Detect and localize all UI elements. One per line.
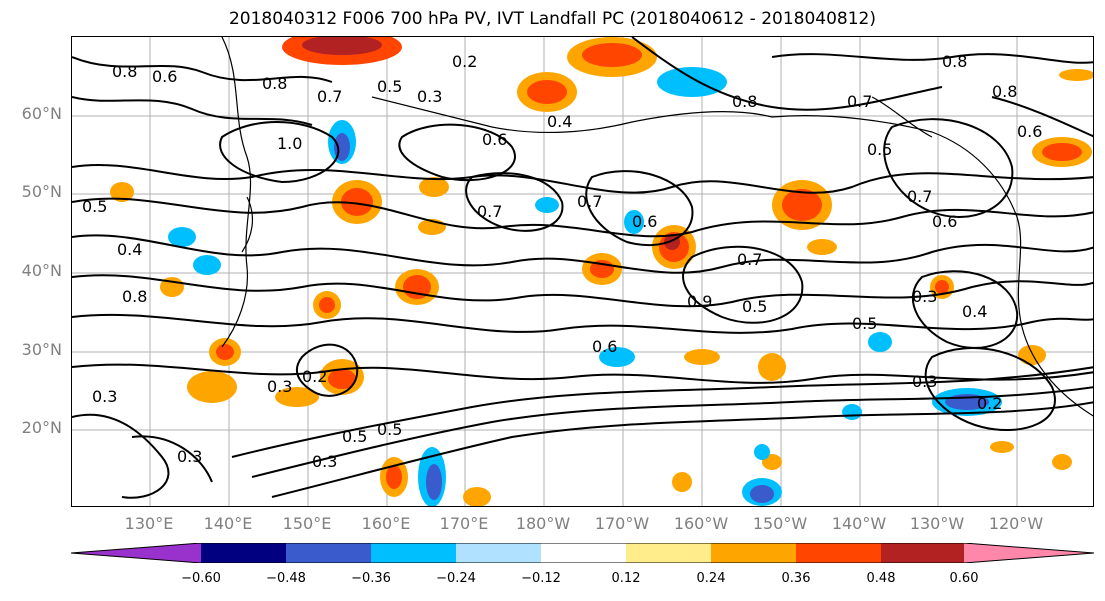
contour-label: 0.8 bbox=[992, 82, 1017, 101]
contour-label: 0.5 bbox=[852, 314, 877, 333]
contour-label: 0.6 bbox=[932, 212, 957, 231]
lat-label-20n: 20°N bbox=[21, 418, 62, 437]
contour-label: 0.5 bbox=[82, 197, 107, 216]
map-title: 2018040312 F006 700 hPa PV, IVT Landfall… bbox=[228, 9, 876, 29]
lon-label-150e: 150°E bbox=[282, 514, 332, 533]
contour-label: 0.7 bbox=[477, 202, 502, 221]
colorbar-tick: 0.60 bbox=[949, 571, 979, 586]
colorbar-tick: 0.24 bbox=[696, 571, 726, 586]
contour-label: 0.8 bbox=[262, 74, 287, 93]
contour-label: 0.4 bbox=[117, 240, 142, 259]
contour-label: 0.5 bbox=[342, 427, 367, 446]
colorbar-swatch bbox=[201, 543, 286, 563]
graticule bbox=[72, 37, 1093, 506]
contour-value-labels: 0.8 0.6 0.8 0.7 0.5 0.3 0.2 0.8 0.8 0.6 … bbox=[82, 52, 1042, 471]
contour-label: 0.3 bbox=[92, 387, 117, 406]
contour-label: 0.6 bbox=[592, 337, 617, 356]
lon-label-140w: 140°W bbox=[831, 514, 887, 533]
colorbar-swatch bbox=[71, 543, 201, 563]
contour-label: 0.2 bbox=[302, 367, 327, 386]
contour-label: 0.8 bbox=[112, 62, 137, 81]
colorbar-swatch bbox=[626, 543, 711, 563]
lon-label-170e: 170°E bbox=[439, 514, 489, 533]
contour-label: 0.3 bbox=[912, 372, 937, 391]
contour-label: 0.4 bbox=[962, 302, 987, 321]
lat-label-40n: 40°N bbox=[21, 261, 62, 280]
lon-label-160w: 160°W bbox=[673, 514, 729, 533]
colorbar-swatches bbox=[70, 542, 1095, 564]
map-plot-area: 0.8 0.6 0.8 0.7 0.5 0.3 0.2 0.8 0.8 0.6 … bbox=[71, 36, 1094, 507]
colorbar-swatch bbox=[964, 543, 1094, 563]
contour-label: 0.5 bbox=[377, 420, 402, 439]
contour-label: 0.3 bbox=[912, 287, 937, 306]
contour-label: 0.6 bbox=[482, 130, 507, 149]
contour-label: 0.3 bbox=[312, 452, 337, 471]
contour-label: 0.9 bbox=[687, 292, 712, 311]
lon-label-120w: 120°W bbox=[988, 514, 1044, 533]
lon-label-160e: 160°E bbox=[361, 514, 411, 533]
colorbar-swatch bbox=[541, 543, 626, 563]
colorbar-tick: −0.60 bbox=[181, 571, 221, 586]
colorbar-swatch bbox=[456, 543, 541, 563]
contour-label: 0.5 bbox=[867, 140, 892, 159]
contour-label: 0.8 bbox=[122, 287, 147, 306]
contour-label: 0.3 bbox=[177, 447, 202, 466]
coastlines bbox=[221, 37, 1093, 417]
lon-label-150w: 150°W bbox=[752, 514, 808, 533]
colorbar-tick: −0.48 bbox=[266, 571, 306, 586]
contour-label: 0.6 bbox=[1017, 122, 1042, 141]
colorbar bbox=[70, 542, 1095, 567]
contour-label: 0.8 bbox=[942, 52, 967, 71]
contour-label: 0.5 bbox=[377, 77, 402, 96]
colorbar-swatch bbox=[796, 543, 881, 563]
colorbar-tick: −0.36 bbox=[351, 571, 391, 586]
contour-label: 0.8 bbox=[732, 92, 757, 111]
colorbar-tick: 0.48 bbox=[866, 571, 896, 586]
contour-label: 0.2 bbox=[452, 52, 477, 71]
contour-label: 0.4 bbox=[547, 112, 572, 131]
contour-lines bbox=[72, 37, 1093, 499]
contour-label: 0.5 bbox=[742, 297, 767, 316]
colorbar-swatch bbox=[881, 543, 964, 563]
lon-label-140e: 140°E bbox=[203, 514, 253, 533]
colorbar-tick: −0.24 bbox=[436, 571, 476, 586]
contour-label: 1.0 bbox=[277, 134, 302, 153]
contour-label: 0.6 bbox=[152, 67, 177, 86]
contour-label: 0.7 bbox=[847, 92, 872, 111]
contour-label: 0.6 bbox=[632, 212, 657, 231]
lon-label-130w: 130°W bbox=[909, 514, 965, 533]
colorbar-swatch bbox=[286, 543, 371, 563]
colorbar-tick: 0.36 bbox=[781, 571, 811, 586]
contour-label: 0.7 bbox=[577, 192, 602, 211]
contour-label: 0.7 bbox=[907, 187, 932, 206]
contour-label: 0.7 bbox=[317, 87, 342, 106]
lat-label-30n: 30°N bbox=[21, 340, 62, 359]
lat-label-50n: 50°N bbox=[21, 182, 62, 201]
lat-label-60n: 60°N bbox=[21, 104, 62, 123]
colorbar-tick: 0.12 bbox=[611, 571, 641, 586]
lon-label-130e: 130°E bbox=[124, 514, 174, 533]
colorbar-swatch bbox=[371, 543, 456, 563]
contour-label: 0.2 bbox=[977, 394, 1002, 413]
contour-label: 0.7 bbox=[737, 250, 762, 269]
colorbar-tick: −0.12 bbox=[521, 571, 561, 586]
pv-shading bbox=[110, 37, 1093, 506]
colorbar-swatch bbox=[711, 543, 796, 563]
contour-label: 0.3 bbox=[267, 377, 292, 396]
map-canvas: 0.8 0.6 0.8 0.7 0.5 0.3 0.2 0.8 0.8 0.6 … bbox=[72, 37, 1093, 506]
lon-label-180w: 180°W bbox=[515, 514, 571, 533]
lon-label-170w: 170°W bbox=[594, 514, 650, 533]
contour-label: 0.3 bbox=[417, 87, 442, 106]
